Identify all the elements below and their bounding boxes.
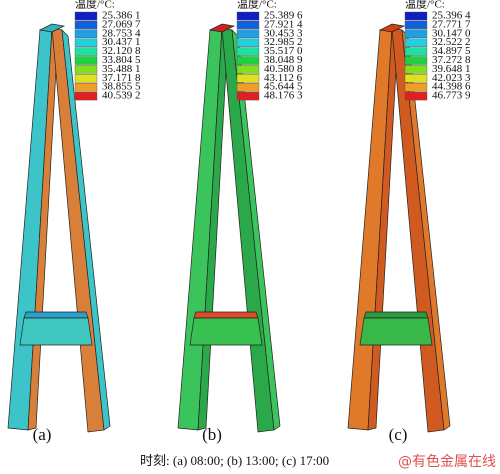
legend-value: 32.120 8 — [102, 45, 141, 57]
legend-swatch — [404, 82, 428, 92]
legend-value: 32.522 2 — [432, 36, 471, 48]
tower-a — [7, 23, 111, 433]
panel-label: (c) — [389, 425, 408, 444]
legend-swatch — [236, 47, 260, 56]
legend-value: 40.580 8 — [264, 63, 303, 75]
legend-swatch — [74, 56, 98, 65]
legend-swatch — [404, 74, 428, 83]
legend-value: 27.921 4 — [264, 18, 303, 30]
legend-title: 温度/°C: — [75, 0, 115, 11]
legend-value: 46.773 9 — [432, 90, 471, 102]
legend-title: 温度/°C: — [405, 0, 445, 11]
legend-swatch — [236, 20, 260, 30]
legend-value: 38.048 9 — [264, 54, 303, 66]
legend-swatch — [236, 29, 260, 38]
legend-value: 30.437 1 — [102, 36, 141, 48]
legend-swatch — [74, 91, 98, 101]
legend-swatch — [404, 20, 428, 30]
legend-value: 27.771 7 — [432, 18, 471, 30]
legend-swatch — [404, 11, 428, 21]
panel-label: (b) — [202, 425, 222, 444]
legend-swatch — [74, 11, 98, 21]
legend-swatch — [74, 29, 98, 38]
legend-swatch — [404, 65, 428, 74]
legend-value: 28.753 4 — [102, 27, 141, 39]
legend-swatch — [74, 38, 98, 47]
legend-swatch — [236, 56, 260, 65]
legend-swatch — [236, 11, 260, 21]
legend-swatch — [404, 29, 428, 38]
legend-value: 45.644 5 — [264, 81, 303, 93]
legend-value: 37.171 8 — [102, 72, 141, 84]
legend-swatch — [236, 38, 260, 47]
legend-swatch — [74, 47, 98, 56]
legend-value: 40.539 2 — [102, 90, 141, 102]
legend-value: 30.147 0 — [432, 27, 471, 39]
legend-value: 25.396 4 — [432, 10, 471, 22]
legend-value: 35.488 1 — [102, 63, 141, 75]
panel-label: (a) — [33, 425, 52, 444]
legend-value: 35.517 0 — [264, 45, 303, 57]
legend-title: 温度/°C: — [237, 0, 277, 11]
legend-swatch — [74, 65, 98, 74]
legend-value: 48.176 3 — [264, 90, 303, 102]
caption: 时刻: (a) 08:00; (b) 13:00; (c) 17:00 — [140, 453, 329, 468]
legend-value: 42.023 3 — [432, 72, 471, 84]
watermark: @有色金属在线 — [398, 453, 496, 470]
legend-swatch — [404, 47, 428, 56]
legend-swatch — [74, 20, 98, 30]
legend-swatch — [236, 65, 260, 74]
legend-swatch — [404, 38, 428, 47]
legend-value: 44.398 6 — [432, 81, 471, 93]
legend-value: 34.897 5 — [432, 45, 471, 57]
legend-value: 27.069 7 — [102, 18, 141, 30]
legend-value: 38.855 5 — [102, 81, 141, 93]
legend-value: 37.272 8 — [432, 54, 471, 66]
legend-swatch — [404, 91, 428, 101]
legend-swatch — [74, 82, 98, 92]
tower-b — [177, 23, 281, 433]
legend-value: 43.112 6 — [264, 72, 303, 84]
legend-swatch — [404, 56, 428, 65]
legend-value: 33.804 5 — [102, 54, 141, 66]
legend-value: 32.985 2 — [264, 36, 303, 48]
legend-value: 25.389 6 — [264, 10, 303, 22]
legend-value: 30.453 3 — [264, 27, 303, 39]
legend-swatch — [236, 74, 260, 83]
legend-value: 39.648 1 — [432, 63, 471, 75]
legend-swatch — [74, 74, 98, 83]
legend-value: 25.386 1 — [102, 10, 141, 22]
legend-swatch — [236, 82, 260, 92]
legend-swatch — [236, 91, 260, 101]
